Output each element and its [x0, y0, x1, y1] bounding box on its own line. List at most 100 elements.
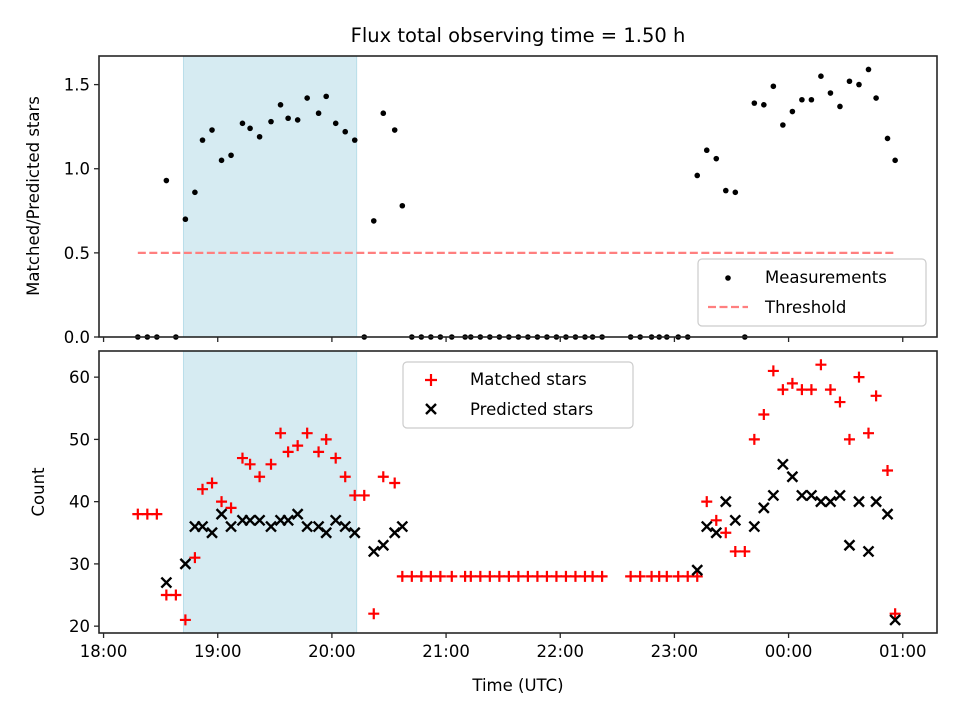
- matched-point: [406, 570, 418, 582]
- measurement-point: [799, 96, 805, 103]
- measurement-point: [873, 95, 879, 101]
- matched-point: [313, 446, 325, 458]
- matched-point: [275, 427, 287, 439]
- predicted-point: [796, 489, 808, 502]
- measurement-point: [256, 133, 263, 140]
- matched-point: [569, 570, 581, 582]
- matched-point: [522, 570, 534, 582]
- matched-point: [434, 570, 446, 582]
- measurement-point: [789, 108, 796, 115]
- measurement-point: [247, 125, 253, 132]
- measurement-point: [846, 78, 853, 85]
- matched-point: [301, 427, 313, 439]
- matched-point: [843, 433, 855, 445]
- predicted-point: [777, 458, 789, 471]
- predicted-point: [815, 495, 827, 508]
- predicted-point: [348, 526, 361, 539]
- predicted-point: [179, 558, 192, 570]
- measurement-point: [865, 66, 872, 73]
- matched-point: [805, 384, 817, 396]
- observing-span: [182, 55, 358, 338]
- measurement-point: [780, 122, 786, 128]
- matched-point: [758, 408, 770, 420]
- matched-point: [197, 483, 209, 495]
- measurement-point: [808, 96, 815, 103]
- predicted-point: [339, 520, 352, 533]
- measurement-point: [722, 187, 729, 194]
- measurement-point: [856, 81, 862, 88]
- matched-point: [206, 477, 218, 489]
- matched-point: [465, 570, 477, 582]
- predicted-point: [700, 520, 713, 533]
- predicted-point: [160, 576, 173, 589]
- matched-point: [151, 508, 163, 520]
- measurement-point: [818, 73, 824, 79]
- matched-point: [170, 589, 182, 601]
- predicted-point: [843, 539, 856, 552]
- matched-point: [358, 489, 370, 501]
- predicted-point: [225, 520, 237, 533]
- measurement-point: [239, 120, 246, 127]
- measurement-point: [277, 101, 284, 108]
- matched-point: [282, 446, 294, 458]
- measurement-point: [342, 128, 349, 135]
- matched-point: [531, 570, 543, 582]
- bottom-legend-box: [402, 361, 634, 429]
- matched-point: [634, 570, 646, 582]
- x-tick-label: 23:00: [651, 642, 699, 661]
- matched-point: [160, 589, 172, 601]
- predicted-point: [834, 489, 846, 502]
- matched-point: [484, 570, 496, 582]
- measurement-point: [892, 157, 898, 164]
- measurement-point: [323, 93, 329, 100]
- predicted-point: [862, 545, 875, 558]
- measurement-point: [351, 137, 358, 143]
- predicted-point: [719, 495, 732, 508]
- measurement-point: [315, 110, 322, 117]
- matched-point: [368, 608, 380, 620]
- measurement-point: [380, 110, 387, 117]
- measurement-point: [770, 83, 777, 90]
- measurement-point: [399, 202, 406, 209]
- measurement-point: [228, 152, 234, 159]
- matched-point: [834, 396, 846, 408]
- matched-point: [179, 614, 191, 626]
- bottom-legend: Matched stars Predicted stars: [402, 361, 634, 429]
- y-tick-label: 0.5: [64, 244, 90, 263]
- measurement-point: [182, 216, 189, 223]
- matched-point: [415, 570, 427, 582]
- matched-point: [786, 377, 798, 389]
- top-shaded-span-group: [182, 55, 358, 338]
- predicted-point: [889, 614, 901, 626]
- matched-point: [767, 365, 779, 377]
- matched-point: [882, 465, 894, 477]
- matched-point: [503, 570, 515, 582]
- measurement-point: [294, 117, 301, 123]
- matched-point: [292, 440, 304, 452]
- matched-point: [254, 471, 266, 483]
- measurement-point: [703, 147, 710, 154]
- matched-point: [493, 570, 505, 582]
- x-tick-label: 20:00: [308, 642, 356, 661]
- predicted-point: [253, 514, 266, 527]
- matched-point: [189, 552, 201, 564]
- predicted-point: [244, 514, 256, 527]
- x-axis-label: Time (UTC): [471, 676, 563, 695]
- bottom-axes: 18:00 19:00 20:00 21:00 22:00 23:00 00:00 01:00…: [29, 350, 938, 695]
- top-y-axis-label: Matched/Predicted stars: [24, 96, 43, 296]
- x-tick-label: 22:00: [536, 642, 584, 661]
- top-legend: Measurements Threshold: [697, 258, 927, 327]
- predicted-point: [748, 520, 761, 533]
- top-axes-frame: [98, 55, 938, 338]
- legend-matched-label: Matched stars: [470, 370, 587, 389]
- matched-point: [320, 433, 332, 445]
- measurement-point: [370, 218, 377, 224]
- predicted-point: [805, 489, 818, 502]
- legend-threshold-label: Threshold: [764, 298, 846, 317]
- matched-point: [541, 570, 553, 582]
- measurement-point: [713, 155, 720, 162]
- predicted-point: [367, 545, 380, 558]
- matched-point: [396, 570, 408, 582]
